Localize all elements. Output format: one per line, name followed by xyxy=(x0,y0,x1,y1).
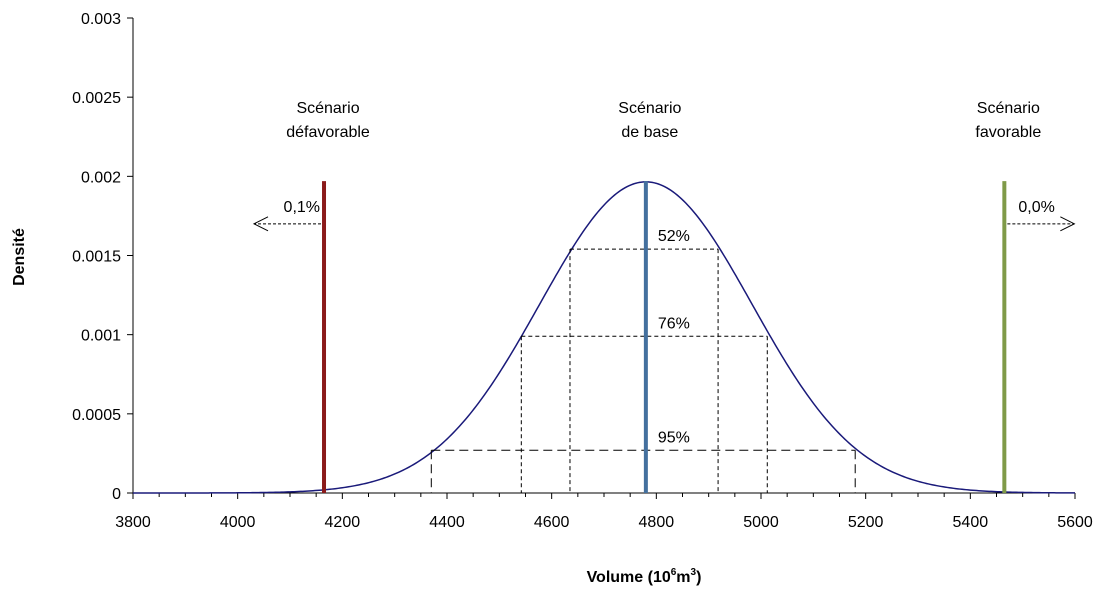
x-tick-label: 4800 xyxy=(639,514,675,531)
y-tick-label: 0.001 xyxy=(81,328,121,345)
x-tick-label: 3800 xyxy=(115,514,151,531)
x-tick-label: 4200 xyxy=(325,514,361,531)
curve-layer xyxy=(133,181,1076,494)
interval-label: 76% xyxy=(658,315,690,332)
interval-label: 95% xyxy=(658,429,690,446)
x-tick-label: 5000 xyxy=(743,514,779,531)
x-axis-label-end: ) xyxy=(696,569,701,586)
scenario-label-unfavorable: Scénario xyxy=(296,100,359,117)
y-tick-label: 0 xyxy=(112,486,121,503)
y-tick-label: 0.002 xyxy=(81,169,121,186)
x-axis-label-sup2: 3 xyxy=(691,567,697,578)
x-tick-label: 4600 xyxy=(534,514,570,531)
x-tick-label: 5200 xyxy=(848,514,884,531)
x-tick-label: 4400 xyxy=(429,514,465,531)
y-tick-label: 0.0025 xyxy=(72,90,121,107)
scenario-prob-unfavorable: 0,1% xyxy=(284,199,320,216)
scenario-layer: Scénario défavorable 0,1% Scénario de base Sc… xyxy=(252,100,1076,493)
interval-label: 52% xyxy=(658,228,690,245)
x-axis-label-main: Volume (10 xyxy=(587,569,671,586)
x-axis-label-sup1: 6 xyxy=(671,567,677,578)
scenario-label-unfavorable: défavorable xyxy=(286,124,370,141)
interval-guides: 52% 76% 95% xyxy=(430,228,856,493)
y-tick-label: 0.0005 xyxy=(72,407,121,424)
y-tick-label: 0.0015 xyxy=(72,249,121,266)
scenario-label-base: de base xyxy=(621,124,678,141)
arrow-head-right xyxy=(1060,216,1076,232)
scenario-prob-favorable: 0,0% xyxy=(1018,199,1054,216)
x-tick-label: 5400 xyxy=(953,514,989,531)
y-tick-label: 0.003 xyxy=(81,11,121,28)
x-axis-label-mid: m xyxy=(676,569,690,586)
axes: 0 0.0005 0.001 0.0015 0.002 0.0025 0.003 3800 40… xyxy=(72,11,1093,531)
x-tick-label: 5600 xyxy=(1057,514,1093,531)
scenario-label-base: Scénario xyxy=(618,100,681,117)
y-axis-label: Densité xyxy=(11,228,28,286)
x-tick-label: 4000 xyxy=(220,514,256,531)
density-curve xyxy=(133,181,1076,494)
x-axis-label: Volume (106m3) xyxy=(587,567,702,586)
scenario-label-favorable: Scénario xyxy=(977,100,1040,117)
arrow-head-left xyxy=(252,216,269,232)
scenario-label-favorable: favorable xyxy=(975,124,1041,141)
